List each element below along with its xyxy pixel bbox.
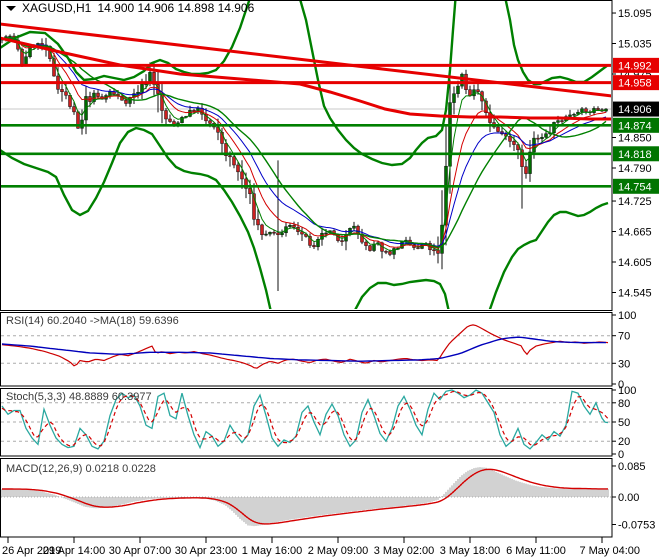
macd-signal-line <box>2 468 608 525</box>
ohlc-values: 14.900 14.906 14.898 14.906 <box>97 1 254 15</box>
time-label: 2 May 09:00 <box>308 545 369 557</box>
macd-plot-area[interactable] <box>1 467 611 527</box>
stoch-tick-label: 80 <box>618 398 630 410</box>
time-label: 6 May 11:00 <box>506 545 566 557</box>
price-badge-black <box>613 101 659 117</box>
band-lower-line <box>1 126 609 309</box>
stoch-d-line <box>1 390 609 447</box>
price-tick-label: 14.545 <box>618 287 652 299</box>
symbol-period-label: XAGUSD,H1 <box>22 1 92 15</box>
rsi-tick-label: 0 <box>618 379 624 391</box>
descending-trendline[interactable] <box>0 22 612 98</box>
time-label: 3 May 02:00 <box>374 545 435 557</box>
price-badge-green <box>613 178 659 194</box>
price-badge-green <box>613 146 659 162</box>
time-label: 29 Apr 14:00 <box>43 545 105 557</box>
stoch-tick-label: 100 <box>618 385 636 397</box>
slow-ma-heavy-line <box>1 36 611 121</box>
price-tick-label: 14.850 <box>618 133 652 145</box>
price-tick-label: 14.790 <box>618 163 652 175</box>
time-label: 1 May 16:00 <box>242 545 303 557</box>
price-badge-red <box>613 75 659 91</box>
time-label: 30 Apr 07:00 <box>109 545 171 557</box>
fast-ma-line <box>1 37 607 252</box>
stochastic-label: Stoch(5,3,3) 48.8889 60.3977 <box>6 391 152 403</box>
stoch-k-line <box>1 389 609 450</box>
price-badge-red <box>613 57 659 73</box>
stoch-plot-area[interactable] <box>1 389 611 450</box>
time-label: 7 May 04:00 <box>579 545 640 557</box>
rsi-plot-area[interactable] <box>1 324 611 369</box>
price-badge-label: 14.818 <box>618 149 652 161</box>
price-tick-label: 15.035 <box>618 39 652 51</box>
time-label: 30 Apr 23:00 <box>175 545 237 557</box>
stoch-tick-label: 20 <box>618 436 630 448</box>
chart-title: XAGUSD,H1 14.900 14.906 14.898 14.906 <box>22 1 255 15</box>
rsi-tick-label: 70 <box>618 331 630 343</box>
time-label: 3 May 18:00 <box>440 545 501 557</box>
macd-tick-label: 0.00 <box>618 492 639 504</box>
symbol-dropdown-icon[interactable] <box>6 6 16 11</box>
stoch-tick-label: 50 <box>618 417 630 429</box>
price-tick-label: 15.095 <box>618 8 652 20</box>
macd-panel[interactable] <box>0 458 613 538</box>
rsi-line <box>1 324 609 369</box>
stochastic-panel[interactable] <box>0 388 613 457</box>
price-tick-label: 14.665 <box>618 227 652 239</box>
rsi-tick-label: 100 <box>618 310 636 322</box>
stoch-tick-label: 0 <box>618 449 624 461</box>
price-tick-label: 14.605 <box>618 257 652 269</box>
macd-tick-label: 0.085 <box>618 461 646 473</box>
time-label: 26 Apr 2019 <box>2 545 61 557</box>
macd-label: MACD(12,26,9) 0.0218 0.0228 <box>6 463 156 475</box>
price-tick-label: 14.725 <box>618 196 652 208</box>
band-upper-line <box>1 1 609 167</box>
price-badge-label: 14.958 <box>618 78 652 90</box>
rsi-panel[interactable] <box>0 312 613 387</box>
price-badge-label: 14.906 <box>618 104 652 116</box>
rsi-tick-label: 30 <box>618 358 630 370</box>
rsi-ma-line <box>1 336 606 362</box>
panel-border-1 <box>0 312 613 387</box>
price-badge-label: 14.754 <box>618 181 652 193</box>
price-badge-green <box>613 117 659 133</box>
rsi-label: RSI(14) 60.2040 ->MA(18) 59.6396 <box>6 315 179 327</box>
slow-ema-line <box>1 38 607 247</box>
price-axis[interactable]: 15.09515.03514.97514.85014.79014.72514.6… <box>612 8 659 531</box>
macd-tick-label: -0.0753 <box>618 519 655 531</box>
price-badge-label: 14.992 <box>618 60 652 72</box>
price-badge-label: 14.874 <box>618 120 652 132</box>
main-plot-area[interactable] <box>0 0 612 312</box>
main-chart-panel[interactable] <box>0 0 613 312</box>
